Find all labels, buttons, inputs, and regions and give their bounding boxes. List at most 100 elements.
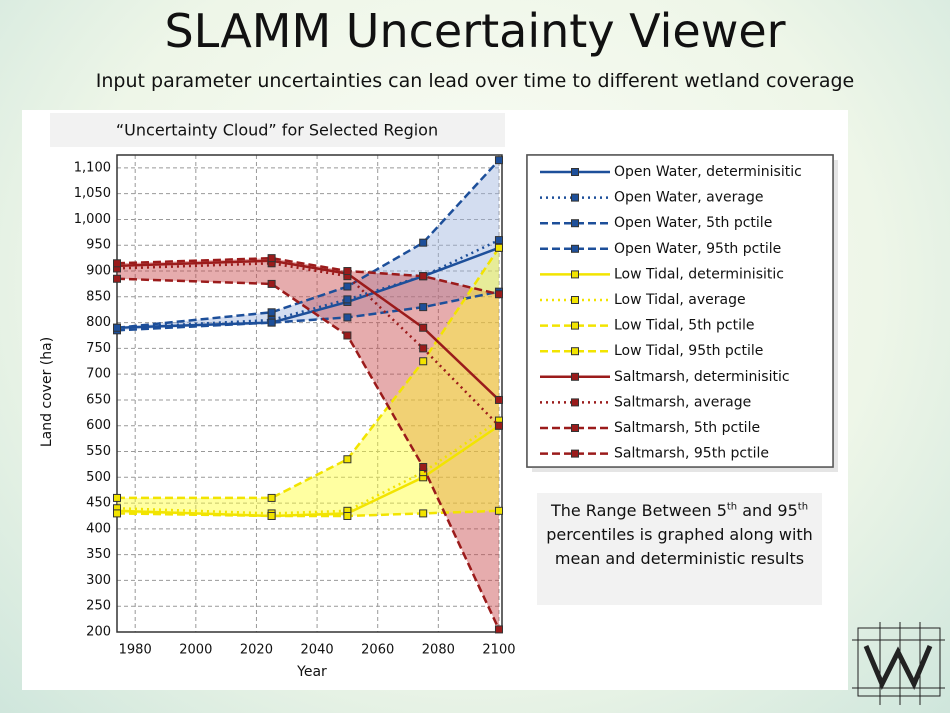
point-marker [494,421,503,430]
point-marker [267,493,276,502]
point-marker [113,509,121,518]
point-marker [419,303,428,312]
point-marker [419,238,428,247]
x-tick-label: 2080 [422,643,455,658]
legend-marker [571,296,579,304]
point-marker [343,295,352,304]
y-tick-label: 1,000 [74,212,111,227]
point-marker [494,236,503,245]
point-marker [267,511,276,520]
annotation-text: percentiles is graphed along with mean a… [546,525,813,568]
point-marker [267,279,276,288]
annotation-sup: th [797,501,809,513]
legend-frame [526,154,834,468]
legend-marker [571,347,579,356]
point-marker [419,462,428,471]
y-tick-label: 750 [86,341,111,356]
annotation-text: and 95 [737,501,798,520]
legend-marker [571,270,579,279]
point-marker [494,625,503,634]
legend-label: Low Tidal, 5th pctile [614,318,754,334]
point-marker [494,290,503,299]
point-marker [494,395,503,404]
y-tick-label: 250 [86,599,111,614]
series-line [117,247,501,500]
y-tick-label: 900 [86,264,111,279]
legend-label: Saltmarsh, 5th pctile [614,420,760,436]
uncertainty-band [117,160,499,331]
point-marker [343,511,352,520]
slide-title: SLAMM Uncertainty Viewer [164,4,786,58]
point-marker [267,308,276,317]
legend-marker [571,424,579,432]
point-marker [343,313,352,322]
annotation-sup: th [726,501,738,513]
y-tick-label: 650 [86,392,111,407]
x-tick-label: 2060 [361,643,394,658]
legend-label: Low Tidal, 95th pctile [614,343,763,359]
legend-label: Low Tidal, determinisitic [614,266,784,282]
y-axis-label: Land cover (ha) [39,337,55,447]
point-marker [343,282,352,291]
legend-marker [571,168,579,176]
legend-marker [571,449,579,458]
logo [852,622,945,705]
y-tick-label: 200 [86,625,111,640]
point-marker [113,493,121,502]
chart-title-box [50,113,505,147]
point-marker [419,272,428,281]
legend-label: Saltmarsh, 95th pctile [614,446,769,462]
chart-title: “Uncertainty Cloud” for Selected Region [116,121,438,140]
point-marker [419,344,428,353]
point-marker [419,323,428,332]
point-marker [267,318,276,327]
series-line [116,419,500,515]
plot-area [117,155,502,632]
y-tick-label: 1,050 [74,186,111,201]
y-tick-label: 800 [86,315,111,330]
series-line [116,238,500,329]
uncertainty-band [117,247,499,516]
point-marker [419,509,428,518]
x-tick-label: 2000 [179,643,212,658]
x-tick-label: 2100 [482,643,515,658]
point-marker [343,267,352,276]
legend-label: Open Water, 95th pctile [614,241,781,257]
legend-marker [571,321,579,330]
legend-label: Saltmarsh, average [614,394,751,410]
point-marker [267,254,276,263]
legend-label: Saltmarsh, determinisitic [614,369,790,385]
legend-marker [571,219,579,228]
legend-label: Open Water, average [614,190,763,206]
annotation-text: The Range Between 5 [550,501,727,520]
y-tick-label: 1,100 [74,160,111,175]
point-marker [113,259,121,268]
point-marker [343,455,352,464]
point-marker [113,323,121,332]
point-marker [419,357,428,366]
point-marker [494,156,503,165]
point-marker [343,331,352,340]
y-tick-label: 550 [86,444,111,459]
x-tick-label: 1980 [119,643,152,658]
point-marker [494,243,503,252]
plot-frame [116,154,503,633]
uncertainty-band [117,258,499,630]
point-marker [494,506,503,515]
series-line [116,262,500,427]
slide-subtitle: Input parameter uncertainties can lead o… [95,70,855,92]
legend-marker [571,193,579,202]
y-tick-label: 350 [86,547,111,562]
y-tick-label: 600 [86,418,111,433]
y-tick-label: 450 [86,496,111,511]
y-tick-label: 850 [86,289,111,304]
legend-label: Open Water, determinisitic [614,164,802,180]
y-tick-label: 400 [86,521,111,536]
legend-label: Open Water, 5th pctile [614,215,772,231]
legend-marker [571,244,579,253]
legend-label: Low Tidal, average [614,292,746,308]
y-tick-label: 950 [86,238,111,253]
y-tick-label: 700 [86,367,111,382]
